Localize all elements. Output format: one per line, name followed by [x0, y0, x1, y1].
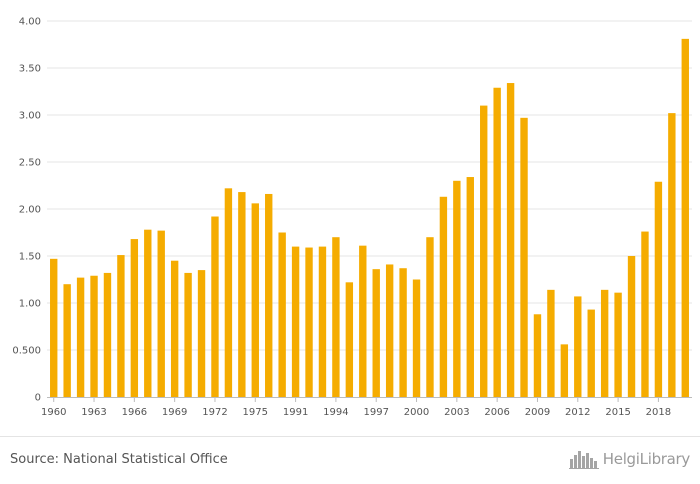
bar-1976 — [265, 193, 273, 397]
bar-1973 — [224, 188, 233, 397]
helgilibrary-logo[interactable]: HelgiLibrary — [568, 447, 691, 471]
bar-1993 — [318, 246, 327, 397]
bar-1963 — [90, 275, 98, 397]
chart-footer: Source: National Statistical Office Helg… — [0, 436, 700, 484]
bar-1962 — [76, 277, 85, 397]
bar-2004 — [466, 177, 474, 397]
bar-1967 — [144, 229, 152, 397]
bar-2015 — [614, 292, 622, 397]
x-tick-label: 1963 — [81, 407, 106, 418]
bar-2014 — [600, 289, 609, 397]
bar-2018 — [654, 181, 663, 397]
bar-1964 — [103, 272, 112, 397]
bar-2000 — [412, 279, 421, 397]
bar-2002 — [439, 196, 448, 397]
bar-1974 — [238, 192, 246, 397]
x-tick-label: 1997 — [363, 407, 388, 418]
y-tick-label: 0.500 — [12, 346, 41, 357]
bar-1994 — [332, 237, 340, 397]
bar-2001 — [426, 237, 434, 397]
y-tick-label: 2.50 — [19, 158, 41, 169]
logo-text: HelgiLibrary — [602, 450, 691, 468]
bar-1969 — [170, 260, 179, 397]
x-tick-label: 1972 — [202, 407, 227, 418]
bar-1997 — [372, 269, 380, 397]
x-tick-label: 1960 — [41, 407, 66, 418]
bar-1998 — [385, 264, 394, 397]
x-tick-label: 1966 — [122, 407, 147, 418]
bar-2006 — [493, 87, 501, 398]
bar-1961 — [63, 284, 71, 397]
x-tick-label: 1994 — [323, 407, 348, 418]
bar-2020 — [681, 38, 689, 398]
x-tick-label: 2006 — [484, 407, 509, 418]
bar-1992 — [305, 247, 313, 397]
bar-2013 — [587, 309, 595, 397]
bar-1970 — [184, 272, 192, 397]
x-tick-label: 1991 — [283, 407, 308, 418]
bar-2012 — [574, 296, 582, 397]
y-tick-label: 3.50 — [19, 64, 41, 75]
bar-2019 — [668, 113, 676, 398]
x-tick-label: 2003 — [444, 407, 469, 418]
x-tick-label: 1975 — [243, 407, 268, 418]
bar-1975 — [251, 203, 259, 397]
bar-1966 — [130, 239, 139, 397]
x-tick-label: 2009 — [525, 407, 550, 418]
y-tick-label: 0 — [35, 393, 41, 404]
bar-2010 — [547, 289, 555, 397]
bar-2003 — [453, 180, 461, 397]
source-note: Source: National Statistical Office — [10, 452, 228, 467]
y-tick-label: 3.00 — [19, 111, 41, 122]
bar-2009 — [533, 314, 542, 397]
bar-1960 — [50, 258, 58, 397]
x-tick-label: 2018 — [646, 407, 671, 418]
bar-1991 — [291, 246, 300, 397]
bar-2007 — [506, 83, 515, 397]
y-tick-label: 4.00 — [19, 17, 41, 28]
bar-2011 — [560, 344, 569, 397]
bar-1990 — [278, 232, 286, 397]
bar-1972 — [211, 216, 219, 397]
bar-1971 — [197, 270, 206, 397]
bar-2017 — [641, 231, 649, 397]
bar-chart: 0 0.500 1.00 1.50 2.00 2.50 3.00 3.50 4.00 1960 19… — [12, 17, 692, 418]
bar-1965 — [117, 255, 125, 397]
y-tick-label: 1.00 — [19, 299, 41, 310]
bar-2008 — [520, 117, 528, 397]
bar-1999 — [399, 268, 407, 397]
y-tick-label: 2.00 — [19, 205, 41, 216]
x-tick-label: 2015 — [605, 407, 630, 418]
bar-2016 — [627, 256, 636, 397]
bar-1996 — [359, 245, 367, 397]
y-tick-label: 1.50 — [19, 252, 41, 263]
x-tick-label: 2012 — [565, 407, 590, 418]
city-skyline-icon — [568, 451, 599, 469]
x-tick-label: 1969 — [162, 407, 187, 418]
x-tick-label: 2000 — [404, 407, 429, 418]
bar-1968 — [157, 230, 165, 397]
bar-2005 — [480, 105, 488, 397]
bar-1995 — [345, 282, 354, 397]
